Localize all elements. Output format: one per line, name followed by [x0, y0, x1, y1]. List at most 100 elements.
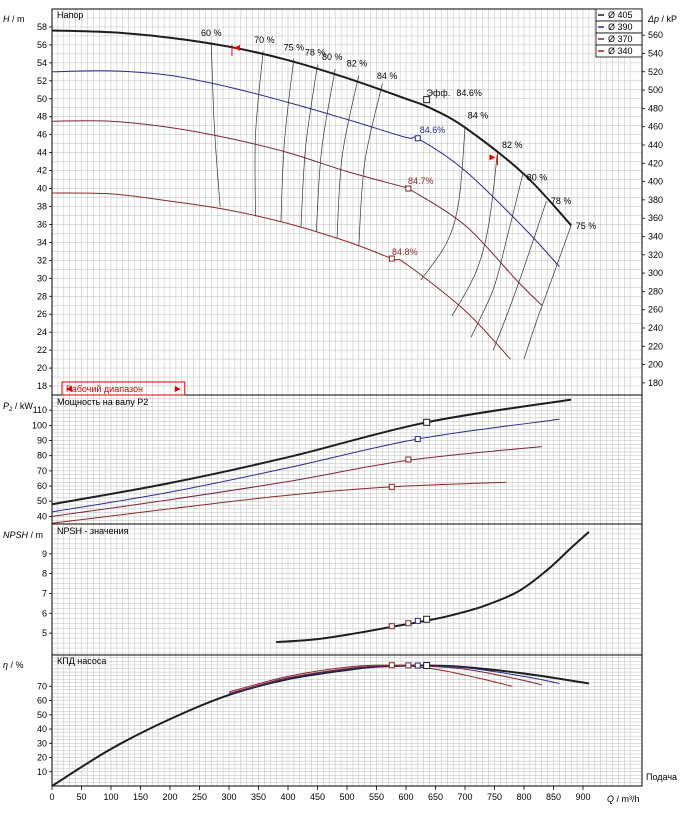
bep-marker-d340: [388, 623, 395, 630]
y-tick-label: 40: [37, 724, 47, 734]
legend: Ø 405 Ø 390 Ø 370 Ø 340: [595, 8, 643, 58]
legend-label: Ø 390: [608, 22, 633, 32]
y-tick-label: 56: [37, 40, 47, 50]
x-tick-label: 600: [398, 792, 413, 802]
y-tick-label: 18: [37, 381, 47, 391]
y-tick-label: 36: [37, 219, 47, 229]
series-line-d340: [51, 481, 507, 524]
curve-label: 84 %: [468, 111, 489, 121]
y-tick-label: 5: [42, 628, 47, 638]
pressure-axis-label: Δp / kP: [647, 14, 677, 24]
y-tick-label: 38: [37, 201, 47, 211]
x-tick-label: 400: [280, 792, 295, 802]
iso-efficiency-line: [470, 174, 524, 338]
y-tick-label: 10: [37, 767, 47, 777]
y2-tick-label: 260: [648, 305, 663, 315]
y-tick-label: 54: [37, 58, 47, 68]
iso-efficiency-line: [210, 42, 221, 207]
x-tick-label: 500: [339, 792, 354, 802]
y-tick-label: 44: [37, 148, 47, 158]
iso-efficiency-line: [451, 152, 498, 317]
y2-tick-label: 240: [648, 323, 663, 333]
y2-tick-label: 320: [648, 250, 663, 260]
curve-label: 78 %: [305, 48, 326, 58]
y-tick-label: 70: [37, 466, 47, 476]
range-arrow-left: [66, 386, 72, 392]
bep-marker-d405: [423, 615, 431, 623]
y-tick-label: 50: [37, 710, 47, 720]
plot-marks: 60 %70 %75 %78 %80 %82 %84 %Эфф. 84.6%84 …: [51, 28, 597, 787]
y-tick-label: 8: [42, 569, 47, 579]
y-tick-label: 20: [37, 363, 47, 373]
bep-marker-d390: [414, 617, 421, 624]
y2-tick-label: 460: [648, 122, 663, 132]
y2-tick-label: 480: [648, 103, 663, 113]
grid: [51, 8, 642, 787]
bep-marker-d405: [423, 662, 431, 670]
bep-marker-d340: [388, 483, 395, 490]
y-tick-label: 42: [37, 166, 47, 176]
y2-tick-label: 360: [648, 213, 663, 223]
y-tick-label: 20: [37, 753, 47, 763]
curve-label: 78 %: [551, 196, 572, 206]
x-tick-label: 100: [103, 792, 118, 802]
y-tick-label: 40: [37, 184, 47, 194]
efficiency-panel-title: КПД насоса: [57, 656, 106, 666]
y2-tick-label: 380: [648, 195, 663, 205]
y2-tick-label: 540: [648, 48, 663, 58]
series-line-d405: [276, 531, 590, 644]
curve-label: 60 %: [201, 28, 222, 38]
efficiency-axis-label: η / %: [3, 660, 24, 670]
y-tick-label: 22: [37, 345, 47, 355]
power-axis-label: P2 / kW: [3, 401, 33, 413]
x-tick-label: 650: [428, 792, 443, 802]
bep-marker-d340: [388, 662, 395, 669]
npsh-axis-label: NPSH / m: [3, 530, 43, 540]
bep-marker-d405: [423, 96, 431, 104]
curve-label: 80 %: [322, 52, 343, 62]
bep-marker-d370: [405, 662, 412, 669]
x-tick-label: 800: [516, 792, 531, 802]
y-tick-label: 60: [37, 481, 47, 491]
iso-efficiency-line: [280, 58, 295, 222]
bep-marker-d390: [414, 135, 421, 142]
y-tick-label: 110: [33, 405, 47, 415]
head-axis-label: H / m: [3, 14, 25, 24]
curve-label: 82 %: [502, 140, 523, 150]
y-tick-label: 50: [37, 94, 47, 104]
y-tick-label: 90: [37, 436, 47, 446]
series-line-d405: [51, 398, 572, 506]
y-tick-label: 40: [37, 511, 47, 521]
y-tick-label: 100: [32, 420, 47, 430]
curve-label: 84.6%: [456, 88, 482, 98]
x-tick-label: 850: [546, 792, 561, 802]
bep-marker-d340: [388, 255, 395, 262]
curve-label: 75 %: [576, 221, 597, 231]
x-tick-label: 550: [369, 792, 384, 802]
y2-tick-label: 560: [648, 30, 663, 40]
y2-tick-label: 400: [648, 177, 663, 187]
x-tick-label: 250: [192, 792, 207, 802]
operating-marker-arrow: [233, 44, 240, 51]
y-tick-label: 26: [37, 309, 47, 319]
x-tick-label: 50: [76, 792, 86, 802]
series-line-d370: [51, 120, 543, 306]
x-tick-label: 300: [221, 792, 236, 802]
curve-label: 82 %: [347, 58, 368, 68]
y-tick-label: 24: [37, 327, 47, 337]
curve-label: 84 %: [377, 71, 398, 81]
iso-efficiency-line: [358, 83, 383, 247]
x-tick-label: 0: [49, 792, 54, 802]
series-line-d370: [51, 446, 542, 517]
y-tick-label: 48: [37, 112, 47, 122]
iso-efficiency-line: [254, 51, 264, 217]
y2-tick-label: 520: [648, 67, 663, 77]
y2-tick-label: 500: [648, 85, 663, 95]
series-line-d405: [51, 29, 572, 226]
bep-marker-d390: [414, 662, 421, 669]
x-tick-label: 450: [310, 792, 325, 802]
series-line-d340: [51, 192, 511, 360]
series-line-d390: [51, 70, 560, 267]
bep-marker-d370: [405, 456, 412, 463]
npsh-panel-title: NPSH - значения: [57, 526, 129, 536]
